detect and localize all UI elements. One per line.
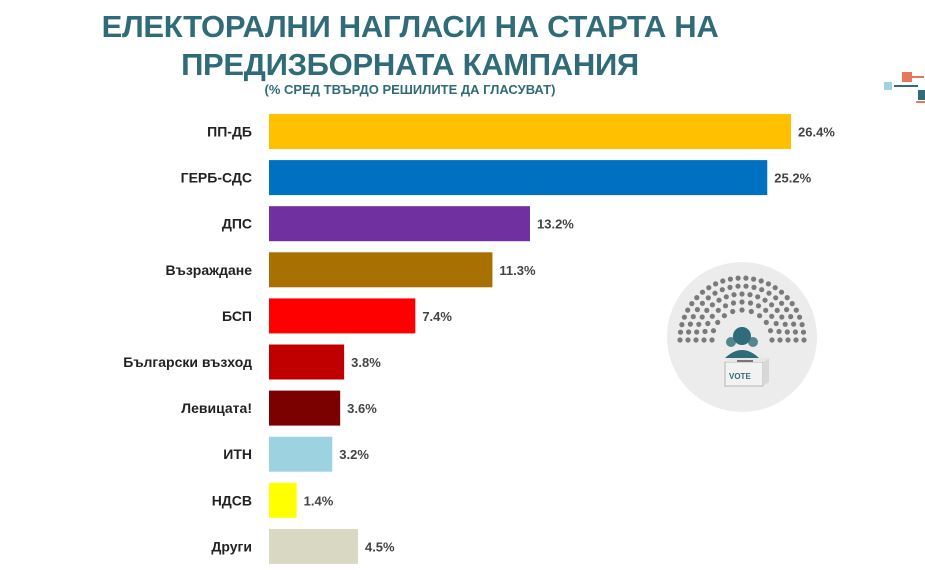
category-label: ИТН	[223, 446, 252, 462]
bar-2	[269, 206, 530, 242]
parliament-emblem: VOTE	[667, 262, 817, 412]
category-label: ПП-ДБ	[207, 124, 252, 140]
chart-title: ЕЛЕКТОРАЛНИ НАГЛАСИ НА СТАРТА НА ПРЕДИЗБ…	[101, 9, 719, 82]
bar-8	[269, 482, 297, 518]
ballot-label: VOTE	[729, 372, 751, 381]
bar-6	[269, 390, 341, 426]
chart-subtitle: (% СРЕД ТВЪРДО РЕШИЛИТЕ ДА ГЛАСУВАТ)	[264, 82, 556, 97]
value-label: 3.2%	[339, 447, 369, 462]
category-label: ГЕРБ-СДС	[181, 170, 252, 186]
ballot-box-icon: VOTE	[724, 358, 769, 387]
category-label: БСП	[222, 308, 252, 324]
bar-5	[269, 344, 345, 380]
value-label: 3.8%	[351, 355, 381, 370]
category-label: Други	[211, 538, 252, 554]
parliament-vote-icon: VOTE	[677, 275, 807, 387]
bar-4	[269, 298, 416, 334]
corner-squares-icon	[880, 70, 925, 105]
category-label: Възраждане	[166, 262, 253, 278]
value-label: 7.4%	[422, 309, 452, 324]
value-label: 1.4%	[304, 493, 334, 508]
value-label: 3.6%	[347, 401, 377, 416]
value-label: 13.2%	[537, 217, 574, 232]
bar-9	[269, 528, 358, 564]
bar-1	[269, 160, 768, 196]
category-label: НДСВ	[212, 492, 252, 508]
bar-7	[269, 436, 333, 472]
value-label: 25.2%	[774, 171, 811, 186]
category-label: Левицата!	[181, 400, 252, 416]
category-label: ДПС	[222, 216, 252, 232]
bar-3	[269, 252, 493, 288]
bars-group: ПП-ДБ 26.4% ГЕРБ-СДС 25.2% ДПС 13.2% Възраждан…	[123, 114, 835, 564]
bar-0	[269, 114, 791, 149]
value-label: 11.3%	[499, 263, 536, 278]
value-label: 26.4%	[798, 125, 835, 140]
person-icon	[725, 327, 759, 358]
category-label: Български възход	[123, 354, 252, 370]
value-label: 4.5%	[365, 539, 395, 554]
